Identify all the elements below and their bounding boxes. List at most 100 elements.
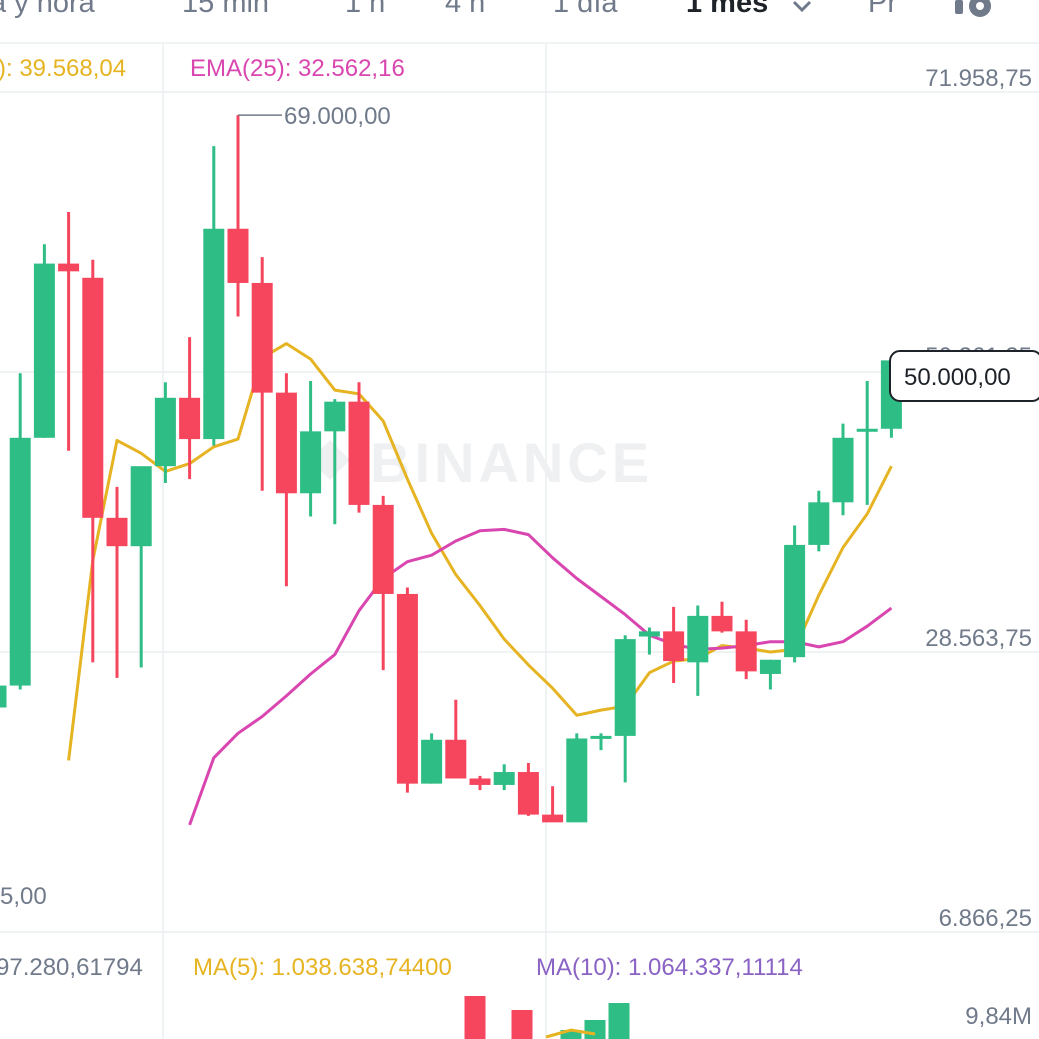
candle[interactable] bbox=[542, 786, 564, 823]
candle[interactable] bbox=[445, 699, 467, 779]
candle[interactable] bbox=[203, 146, 225, 446]
candle-body bbox=[58, 263, 80, 272]
candle-body bbox=[445, 739, 467, 779]
tab-5[interactable]: 1 mes bbox=[686, 0, 768, 19]
candle[interactable] bbox=[469, 775, 491, 791]
volume-bar bbox=[511, 1010, 533, 1039]
candle[interactable] bbox=[251, 257, 273, 491]
candle[interactable] bbox=[784, 525, 806, 663]
candle[interactable] bbox=[638, 627, 660, 655]
candle-body bbox=[421, 739, 443, 784]
candle[interactable] bbox=[735, 619, 757, 680]
candle-body bbox=[33, 263, 55, 438]
candle-body bbox=[614, 639, 636, 736]
tab-4[interactable]: 1 día bbox=[553, 0, 618, 19]
chart-grid bbox=[0, 44, 1039, 1039]
candle[interactable] bbox=[759, 659, 781, 690]
candle-body bbox=[324, 401, 346, 432]
candlesticks[interactable] bbox=[0, 115, 902, 823]
candle[interactable] bbox=[396, 587, 418, 793]
candle[interactable] bbox=[808, 490, 830, 552]
candle[interactable] bbox=[614, 635, 636, 783]
volume-legend: 97.280,61794 bbox=[0, 954, 143, 981]
price-axis-label-2: 6.866,25 bbox=[939, 905, 1032, 932]
candle-body bbox=[348, 401, 370, 505]
tab-1[interactable]: 15 min bbox=[182, 0, 269, 19]
candle[interactable] bbox=[58, 211, 80, 451]
ema-fast-legend: ): 39.568,04 bbox=[0, 55, 126, 82]
volume-ma5-line bbox=[545, 1028, 596, 1039]
candle-body bbox=[542, 814, 564, 823]
candle-body bbox=[300, 431, 322, 494]
price-tag-box bbox=[889, 350, 1039, 402]
interval-toolbar: a y hora 15 min 1 h 4 h 1 día 1 mes Pr bbox=[0, 0, 1039, 44]
candle[interactable] bbox=[372, 495, 394, 671]
candle[interactable] bbox=[348, 382, 370, 513]
price-axis-label-1: 28.563,75 bbox=[925, 625, 1032, 652]
volume-ma5-legend: MA(5): 1.038.638,74400 bbox=[193, 954, 452, 981]
candle-body bbox=[566, 738, 588, 823]
candle[interactable] bbox=[82, 259, 104, 663]
volume-bar bbox=[560, 1030, 582, 1039]
candle-body bbox=[251, 282, 273, 393]
candle[interactable] bbox=[9, 373, 31, 690]
candle[interactable] bbox=[130, 466, 152, 668]
candle[interactable] bbox=[856, 381, 878, 505]
tab-2[interactable]: 1 h bbox=[345, 0, 385, 19]
candle[interactable] bbox=[106, 486, 128, 678]
candle-body bbox=[396, 593, 418, 784]
candle-body bbox=[106, 517, 128, 547]
toolbar-fade bbox=[897, 0, 1039, 24]
volume-ma10-legend: MA(10): 1.064.337,11114 bbox=[536, 954, 803, 981]
candle[interactable] bbox=[0, 675, 7, 747]
chevron-down-icon[interactable] bbox=[792, 0, 812, 13]
candle[interactable] bbox=[421, 733, 443, 784]
candle-body bbox=[203, 228, 225, 440]
candle[interactable] bbox=[227, 115, 249, 317]
chart-annotations: 69.000,00 bbox=[238, 103, 391, 130]
candle-body bbox=[0, 685, 7, 708]
settings-icon-bar bbox=[955, 0, 963, 14]
candle-body bbox=[9, 437, 31, 686]
candle[interactable] bbox=[33, 244, 55, 438]
candle[interactable] bbox=[154, 382, 176, 483]
candle[interactable] bbox=[590, 733, 612, 751]
volume-bar bbox=[464, 996, 486, 1039]
candle-body bbox=[711, 615, 733, 632]
candle-body bbox=[687, 615, 709, 663]
candle-body bbox=[590, 735, 612, 739]
candle[interactable] bbox=[566, 733, 588, 823]
indicator-legend: ): 39.568,04 EMA(25): 32.562,16 bbox=[0, 55, 405, 82]
candle[interactable] bbox=[663, 606, 685, 683]
candle[interactable] bbox=[711, 601, 733, 633]
candle[interactable] bbox=[517, 762, 539, 816]
candle-body bbox=[832, 437, 854, 503]
tab-6[interactable]: Pr bbox=[868, 0, 897, 19]
volume-pane: 97.280,61794 MA(5): 1.038.638,74400 MA(10)… bbox=[0, 954, 1032, 1039]
tab-3[interactable]: 4 h bbox=[445, 0, 485, 19]
candle-body bbox=[856, 428, 878, 432]
candle-body bbox=[82, 277, 104, 518]
candle-body bbox=[759, 659, 781, 674]
candle[interactable] bbox=[300, 381, 322, 517]
candle-body bbox=[638, 631, 660, 637]
candle-body bbox=[130, 466, 152, 547]
candle-body bbox=[735, 631, 757, 672]
settings-icon-hole bbox=[976, 2, 984, 10]
tab-0[interactable]: a y hora bbox=[0, 0, 96, 19]
candle-body bbox=[372, 504, 394, 594]
candle[interactable] bbox=[324, 399, 346, 525]
candle-body bbox=[275, 392, 297, 494]
candle[interactable] bbox=[179, 337, 201, 480]
candle[interactable] bbox=[275, 373, 297, 587]
settings-icon[interactable] bbox=[955, 0, 991, 17]
candle-body bbox=[179, 397, 201, 440]
price-tag-value: 50.000,00 bbox=[904, 364, 1011, 391]
candle[interactable] bbox=[687, 605, 709, 696]
candle[interactable] bbox=[832, 423, 854, 516]
volume-bar bbox=[584, 1020, 606, 1039]
candle[interactable] bbox=[493, 764, 515, 791]
candle-body bbox=[808, 502, 830, 545]
